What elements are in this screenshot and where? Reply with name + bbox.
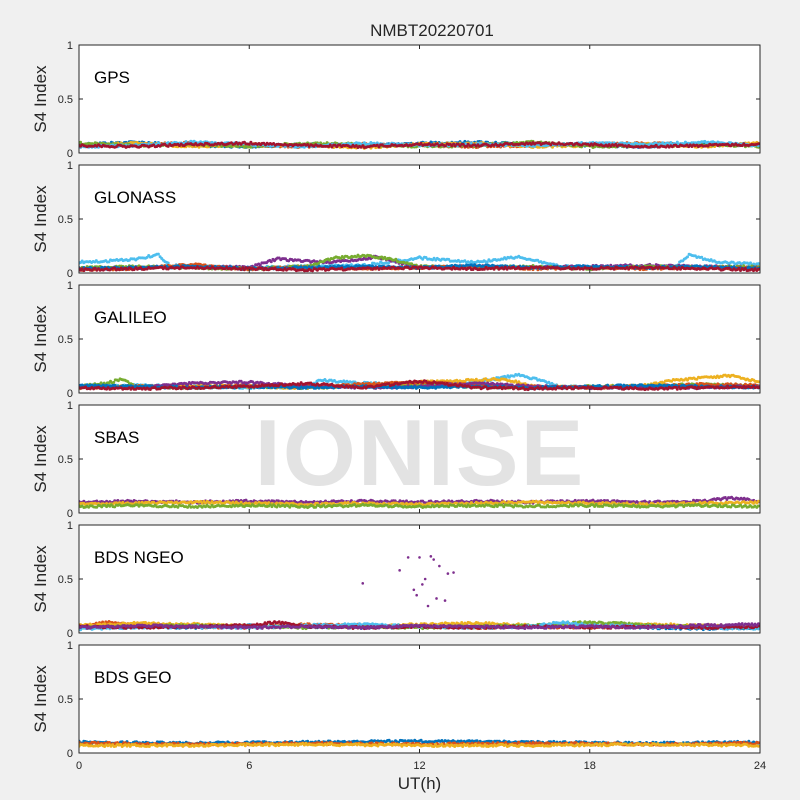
y-tick-label: 0 — [67, 748, 73, 760]
y-tick-label: 0 — [67, 508, 73, 520]
data-point — [406, 556, 410, 559]
data-series-7 — [79, 622, 760, 630]
x-tick-label: 6 — [246, 760, 252, 772]
axes-background — [79, 645, 760, 753]
y-axis-label: S4 Index — [31, 65, 50, 133]
y-tick-label: 0 — [67, 628, 73, 640]
panel-bds-geo: 0 0.5 1 0 6 12 18 24 UT(h) S4 Index BDS GEO — [31, 640, 766, 793]
y-tick-label: 0.5 — [58, 574, 73, 586]
data-series-6 — [79, 140, 760, 149]
y-axis-label: S4 Index — [31, 425, 50, 493]
x-tick-label: 24 — [754, 760, 766, 772]
panel-bds-ngeo: 0 0.5 1 S4 Index BDS NGEO — [31, 520, 761, 640]
y-axis-label: S4 Index — [31, 185, 50, 253]
x-tick-label: 12 — [413, 760, 425, 772]
series-group — [79, 555, 760, 632]
panel-gps: 0 0.5 1 S4 Index GPS — [31, 40, 761, 160]
axes-background — [79, 525, 760, 633]
y-tick-label: 0.5 — [58, 454, 73, 466]
data-point — [446, 572, 450, 575]
data-point — [361, 582, 365, 585]
y-tick-label: 0.5 — [58, 694, 73, 706]
x-tick-label: 18 — [584, 760, 596, 772]
axes-background — [79, 405, 760, 513]
series-group — [79, 139, 760, 150]
y-axis-label: S4 Index — [31, 545, 50, 613]
axes-background — [79, 285, 760, 393]
axes-background — [79, 165, 760, 273]
x-tick-label: 0 — [76, 760, 82, 772]
panel-label: BDS GEO — [94, 668, 171, 687]
data-series-6 — [79, 265, 760, 273]
y-tick-label: 1 — [67, 160, 73, 172]
data-point — [443, 599, 447, 602]
series-group — [79, 252, 760, 273]
y-tick-label: 0.5 — [58, 94, 73, 106]
series-group — [79, 738, 760, 748]
panel-galileo: 0 0.5 1 S4 Index GALILEO — [31, 280, 761, 400]
y-tick-label: 1 — [67, 520, 73, 532]
data-point — [415, 593, 418, 597]
panel-glonass: 0 0.5 1 S4 Index GLONASS — [31, 160, 761, 280]
data-point — [412, 588, 416, 592]
panel-label: GLONASS — [94, 188, 176, 207]
y-axis-label: S4 Index — [31, 665, 50, 733]
data-point — [421, 583, 424, 586]
panel-label: GALILEO — [94, 308, 167, 327]
y-tick-label: 0 — [67, 148, 73, 160]
data-series-7 — [79, 379, 760, 392]
x-axis-label: UT(h) — [398, 774, 441, 793]
data-point — [418, 556, 421, 559]
y-axis-label: S4 Index — [31, 305, 50, 373]
data-point — [423, 577, 427, 581]
panel-label: GPS — [94, 68, 130, 87]
y-tick-label: 1 — [67, 280, 73, 292]
data-point — [452, 571, 455, 574]
y-tick-label: 0.5 — [58, 334, 73, 346]
data-series-3 — [79, 502, 760, 510]
y-tick-label: 0 — [67, 268, 73, 280]
panel-label: BDS NGEO — [94, 548, 184, 567]
y-tick-label: 1 — [67, 40, 73, 52]
data-point — [426, 604, 430, 608]
y-tick-label: 1 — [67, 400, 73, 412]
series-group — [79, 495, 760, 510]
panel-label: SBAS — [94, 428, 139, 447]
y-tick-label: 0.5 — [58, 214, 73, 226]
y-tick-label: 1 — [67, 640, 73, 652]
axes-background — [79, 45, 760, 153]
data-point — [438, 564, 441, 568]
data-point — [398, 569, 401, 572]
series-group — [79, 372, 760, 392]
panel-sbas: 0 0.5 1 S4 Index SBAS — [31, 400, 761, 520]
data-point — [429, 555, 433, 558]
data-point — [435, 597, 438, 600]
figure-title: NMBT20220701 — [370, 21, 494, 40]
y-tick-label: 0 — [67, 388, 73, 400]
data-series-3 — [79, 741, 760, 748]
data-point — [432, 558, 435, 561]
